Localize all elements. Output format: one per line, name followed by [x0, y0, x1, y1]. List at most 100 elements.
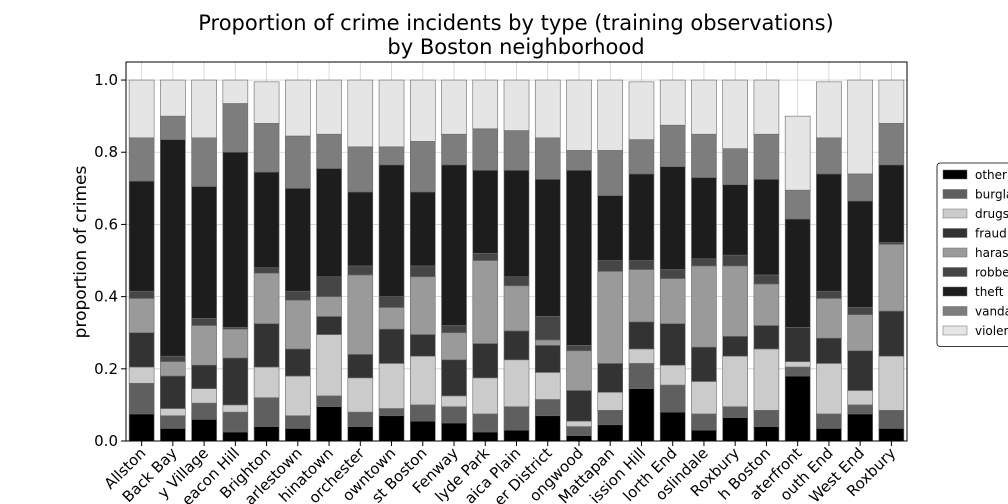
bar-segment — [722, 148, 748, 186]
bar-segment — [160, 415, 186, 429]
bar-segment — [316, 79, 342, 135]
bar-segment — [816, 337, 842, 364]
bar-segment — [441, 406, 467, 424]
bar-segment — [597, 260, 624, 272]
bar-segment — [222, 404, 249, 413]
y-tick-label: 0.6 — [94, 215, 118, 233]
bar-segment — [441, 332, 467, 361]
bar-segment — [628, 81, 655, 140]
bar-segment — [566, 150, 592, 171]
bar-segment — [191, 402, 217, 420]
bar-segment — [128, 290, 155, 299]
bar-segment — [347, 354, 374, 379]
bar-segment — [534, 399, 561, 417]
bar-segment — [191, 388, 217, 404]
legend-label: burgla — [975, 188, 1008, 202]
bar-segment — [847, 350, 873, 391]
bar-segment — [847, 200, 873, 308]
bar-segment — [722, 355, 748, 408]
bar-segment — [253, 267, 280, 274]
bar-segment — [285, 415, 311, 429]
bar-segment — [534, 372, 561, 400]
bar-segment — [691, 258, 717, 267]
bar-segment — [597, 391, 624, 411]
bar-segment — [691, 381, 717, 415]
bar-segment — [378, 164, 405, 297]
bar-segment — [347, 274, 374, 355]
bar-segment — [409, 404, 436, 422]
bar-segment — [316, 316, 342, 335]
bar-segment — [534, 137, 561, 180]
bar-segment — [472, 253, 499, 261]
bar-segment — [316, 276, 342, 297]
bar-segment — [409, 420, 436, 442]
bar-segment — [816, 413, 842, 429]
legend-swatch — [942, 228, 968, 238]
bar-segment — [659, 384, 686, 413]
legend-label: robbe — [975, 266, 1008, 280]
bar-segment — [285, 299, 311, 350]
bar-segment — [784, 218, 811, 328]
bar-segment — [472, 169, 499, 254]
bar-segment — [160, 355, 186, 362]
bar-segment — [378, 408, 405, 417]
bar-segment — [566, 169, 592, 346]
bar-segment — [128, 180, 155, 292]
bar-segment — [191, 419, 217, 442]
bar-segment — [597, 424, 624, 442]
bar-segment — [597, 195, 624, 261]
bar-segment — [409, 79, 436, 142]
bar-segment — [347, 146, 374, 193]
legend-swatch — [942, 267, 968, 277]
legend-label: haras — [975, 246, 1008, 260]
bar-segment — [160, 408, 186, 417]
bar-segment — [160, 79, 186, 117]
bar-segment — [285, 188, 311, 292]
bar-segment — [816, 290, 842, 299]
legend-label: other — [975, 168, 1007, 182]
bar-segment — [472, 377, 499, 415]
bar-segment — [378, 363, 405, 409]
bar-segment — [191, 364, 217, 389]
bar-segment — [222, 103, 249, 153]
bar-segment — [534, 316, 561, 341]
bar-segment — [472, 79, 499, 130]
bar-segment — [253, 397, 280, 427]
bar-segment — [378, 296, 405, 308]
bar-segment — [253, 123, 280, 173]
bar-segment — [128, 332, 155, 368]
bar-segment — [316, 296, 342, 317]
bar-segment — [472, 343, 499, 379]
bar-segment — [347, 79, 374, 148]
bar-segment — [285, 135, 311, 189]
bar-segment — [659, 124, 686, 167]
bar-segment — [222, 357, 249, 406]
bar-segment — [628, 388, 655, 442]
bar-segment — [847, 79, 873, 175]
bar-segment — [347, 411, 374, 427]
bar-segment — [878, 310, 905, 357]
bar-segment — [847, 404, 873, 415]
bar-segment — [347, 377, 374, 413]
bar-segment — [503, 169, 530, 278]
bar-segment — [316, 334, 342, 397]
bar-segment — [659, 411, 686, 442]
bar-segment — [316, 406, 342, 442]
bar-segment — [285, 375, 311, 417]
bar-segment — [878, 410, 905, 429]
bar-segment — [253, 366, 280, 398]
bar-segment — [659, 166, 686, 270]
bar-segment — [566, 390, 592, 422]
bar-segment — [285, 290, 311, 301]
bar-segment — [378, 307, 405, 330]
bar-segment — [659, 269, 686, 279]
bar-segment — [597, 271, 624, 364]
bar-segment — [472, 413, 499, 433]
bar-segment — [503, 276, 530, 287]
bar-segment — [191, 325, 217, 366]
bar-segment — [472, 128, 499, 171]
legend: other burgla drugs fraud haras robbe theft vand… — [936, 162, 1008, 347]
bar-segment — [847, 413, 873, 442]
bar-segment — [534, 345, 561, 373]
bar-segment — [722, 184, 748, 256]
